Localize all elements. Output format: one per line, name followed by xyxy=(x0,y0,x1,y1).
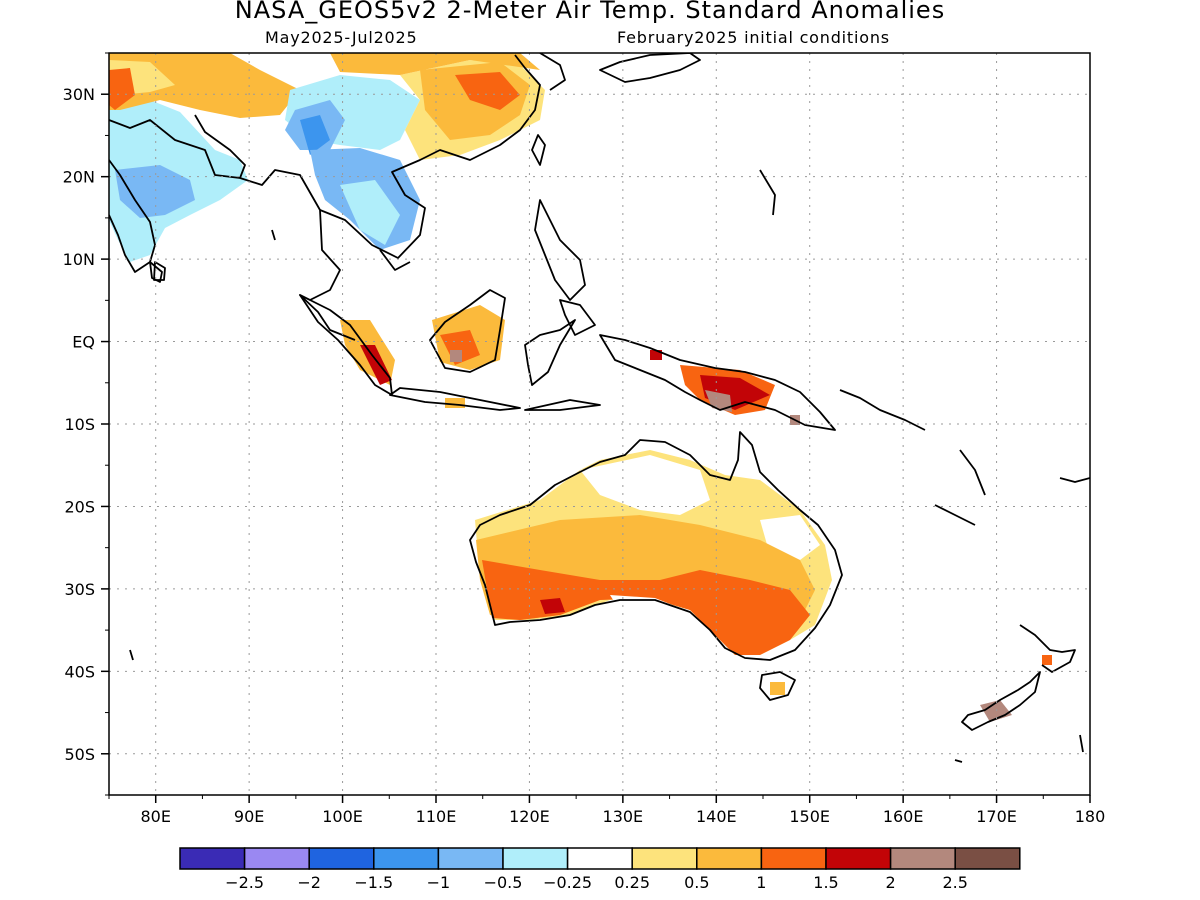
lat-label: 30S xyxy=(64,580,95,599)
lat-label: 10N xyxy=(63,250,95,269)
colorbar-label: −1.5 xyxy=(354,873,393,892)
colorbar-label: 2 xyxy=(886,873,896,892)
forecast-period: May2025-Jul2025 xyxy=(265,28,418,47)
colorbar-bin xyxy=(308,847,375,870)
colorbar-bin xyxy=(243,847,310,870)
colorbar-label: −2.5 xyxy=(225,873,264,892)
colorbar-label: 2.5 xyxy=(942,873,967,892)
axis-ticks xyxy=(101,52,1091,803)
lon-label: 160E xyxy=(883,807,924,826)
lon-label: 150E xyxy=(789,807,830,826)
colorbar-bin xyxy=(954,847,1021,870)
lat-label: 10S xyxy=(64,415,95,434)
latitude-labels: 30N 20N 10N EQ 10S 20S 30S 40S 50S xyxy=(63,85,95,764)
colorbar-bin xyxy=(760,847,827,870)
colorbar-bin xyxy=(696,847,763,870)
lon-label: 120E xyxy=(509,807,550,826)
lon-label: 130E xyxy=(603,807,644,826)
lat-label: 20S xyxy=(64,497,95,516)
colorbar-bin xyxy=(825,847,892,870)
colorbar-bin xyxy=(373,847,440,870)
colorbar-bin xyxy=(631,847,698,870)
lon-label: 110E xyxy=(416,807,457,826)
lat-label: 20N xyxy=(63,168,95,187)
longitude-labels: 80E 90E 100E 110E 120E 130E 140E 150E 160E 170E 18… xyxy=(140,807,1105,826)
colorbar-bin xyxy=(889,847,956,870)
lat-label: 40S xyxy=(64,662,95,681)
lon-label: 100E xyxy=(322,807,363,826)
colorbar xyxy=(179,847,1021,870)
lat-label: 30N xyxy=(63,85,95,104)
lat-label: 50S xyxy=(64,745,95,764)
lon-label: 90E xyxy=(234,807,264,826)
colorbar-bin xyxy=(179,847,246,870)
colorbar-label: 1.5 xyxy=(813,873,838,892)
colorbar-label: −2 xyxy=(297,873,321,892)
colorbar-bin xyxy=(502,847,569,870)
colorbar-label: −0.5 xyxy=(484,873,523,892)
colorbar-label: 0.5 xyxy=(684,873,709,892)
coastlines xyxy=(109,53,1090,763)
colorbar-label: −1 xyxy=(427,873,451,892)
colorbar-bin xyxy=(437,847,504,870)
colorbar-label: 1 xyxy=(756,873,766,892)
lon-label: 80E xyxy=(140,807,170,826)
lon-label: 170E xyxy=(976,807,1017,826)
map-title: NASA_GEOS5v2 2-Meter Air Temp. Standard … xyxy=(234,0,946,24)
colorbar-label: 0.25 xyxy=(614,873,650,892)
initial-conditions: February2025 initial conditions xyxy=(617,28,890,47)
lon-label: 140E xyxy=(696,807,737,826)
colorbar-labels: −2.5 −2 −1.5 −1 −0.5 −0.25 0.25 0.5 1 1.5 2 2.5 xyxy=(225,873,968,892)
lat-label: EQ xyxy=(72,333,95,352)
colorbar-bin xyxy=(566,847,633,870)
colorbar-label: −0.25 xyxy=(543,873,592,892)
lon-label: 180 xyxy=(1075,807,1106,826)
graticule xyxy=(109,53,1090,795)
